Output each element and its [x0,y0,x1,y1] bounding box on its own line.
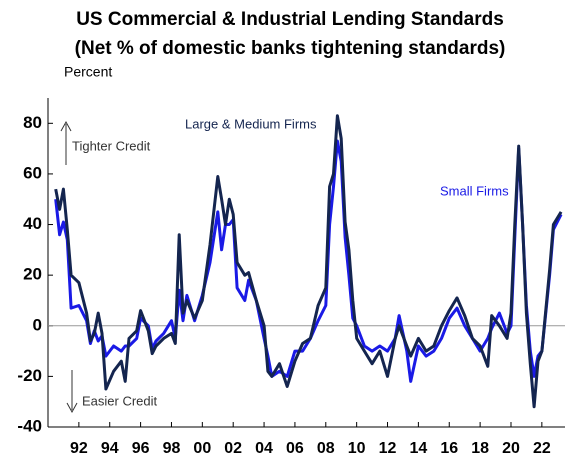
x-tick-label: 92 [70,440,88,457]
x-tick-label: 02 [224,440,242,457]
chart-subtitle: (Net % of domestic banks tightening stan… [75,38,506,59]
chart-title: US Commercial & Industrial Lending Stand… [76,9,504,30]
y-tick-label: 80 [23,113,42,132]
arrow-head [66,402,78,414]
series-line [54,114,563,409]
x-tick-label: 16 [440,440,458,457]
legend-label: Small Firms [440,183,509,198]
x-tick-label: 12 [379,440,397,457]
legend-label: Large & Medium Firms [185,116,317,131]
series-line [54,139,563,383]
x-tick-label: 96 [132,440,150,457]
arrow-head [60,120,72,132]
x-tick-label: 08 [317,440,335,457]
x-tick-label: 98 [163,440,181,457]
x-tick-label: 22 [533,440,551,457]
y-tick-label: 60 [23,163,42,182]
annotation: Easier Credit [82,393,158,408]
x-tick-label: 00 [193,440,211,457]
x-tick-label: 04 [255,440,273,457]
x-tick-label: 06 [286,440,304,457]
x-tick-label: 20 [502,440,520,457]
annotation: Tighter Credit [72,138,151,153]
x-tick-label: 10 [348,440,366,457]
y-tick-label: 20 [23,265,42,284]
y-tick-label: -20 [17,366,42,385]
x-tick-label: 14 [409,440,427,457]
y-tick-label: 40 [23,214,42,233]
x-tick-label: 18 [471,440,489,457]
x-tick-label: 94 [101,440,119,457]
y-tick-label: -40 [17,416,42,435]
y-tick-label: 0 [33,315,42,334]
y-axis-label: Percent [64,64,112,80]
